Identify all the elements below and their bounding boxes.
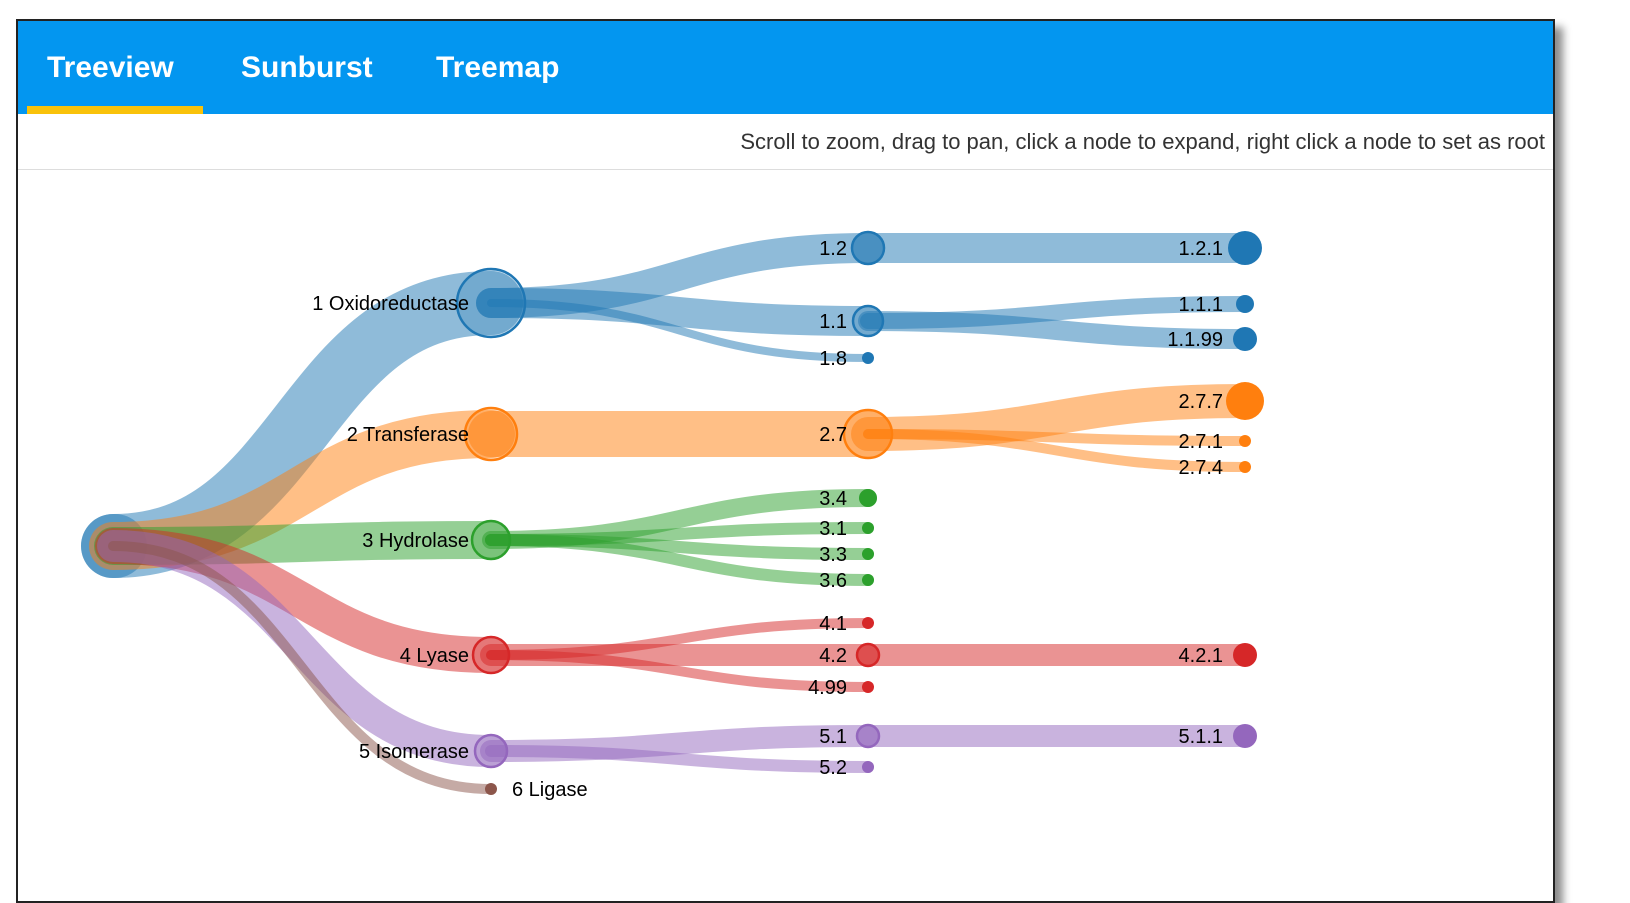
subsubclass-node[interactable] (1226, 382, 1264, 420)
subclass-node[interactable] (855, 723, 881, 749)
tree-diagram[interactable]: 1 Oxidoreductase 2 Transferase 3 Hydrolase… (18, 21, 1553, 901)
subsubclass-node[interactable] (1233, 327, 1257, 351)
category-label: 2 Transferase (347, 424, 469, 446)
tab-treemap[interactable]: Treemap (436, 51, 560, 84)
treeview-panel: Treeview Sunburst Treemap Scroll to zoom… (16, 19, 1555, 903)
subsubclass-label: 1.1.1 (1179, 294, 1223, 316)
subclass-label: 4.2 (819, 645, 847, 667)
subclass-label: 3.3 (819, 544, 847, 566)
subsubclass-node[interactable] (1239, 435, 1251, 447)
subsubclass-node[interactable] (1239, 461, 1251, 473)
subclass-label: 5.1 (819, 726, 847, 748)
category-node[interactable] (463, 406, 519, 462)
subclass-node[interactable] (850, 230, 886, 266)
subclass-label: 3.4 (819, 488, 847, 510)
usage-hint: Scroll to zoom, drag to pan, click a nod… (740, 129, 1545, 154)
active-tab-indicator (27, 106, 203, 114)
subclass-node[interactable] (862, 617, 874, 629)
subclass-label: 2.7 (819, 424, 847, 446)
subsubclass-label: 4.2.1 (1179, 645, 1223, 667)
link-category-to-subclass (485, 534, 874, 586)
tab-bar: Treeview Sunburst Treemap (18, 21, 1553, 114)
subsubclass-node[interactable] (1233, 643, 1257, 667)
category-node[interactable] (485, 783, 497, 795)
divider (18, 169, 1553, 170)
subclass-node[interactable] (859, 489, 877, 507)
category-label: 6 Ligase (512, 779, 588, 801)
link-subclass-to-subsubclass (858, 311, 1255, 349)
link-category-to-subclass (485, 745, 874, 773)
subclass-node[interactable] (862, 574, 874, 586)
subsubclass-label: 1.2.1 (1179, 238, 1223, 260)
subclass-node[interactable] (842, 408, 894, 460)
subclass-label: 1.1 (819, 311, 847, 333)
category-label: 3 Hydrolase (362, 530, 469, 552)
category-label: 5 Isomerase (359, 741, 469, 763)
subclass-label: 4.99 (808, 677, 847, 699)
subclass-node[interactable] (862, 352, 874, 364)
tree-links (81, 232, 1262, 794)
link-category-to-subclass (487, 299, 872, 362)
subclass-node[interactable] (851, 304, 885, 338)
category-node[interactable] (473, 733, 509, 769)
subclass-label: 3.1 (819, 518, 847, 540)
tab-sunburst[interactable]: Sunburst (241, 51, 373, 84)
category-label: 1 Oxidoreductase (312, 293, 469, 315)
subsubclass-node[interactable] (1228, 231, 1262, 265)
subsubclass-label: 2.7.1 (1179, 431, 1223, 453)
subclass-node[interactable] (862, 761, 874, 773)
subclass-label: 1.2 (819, 238, 847, 260)
subclass-node[interactable] (855, 642, 881, 668)
subclass-label: 3.6 (819, 570, 847, 592)
link-category-to-subclass (486, 650, 873, 692)
tab-treeview[interactable]: Treeview (47, 51, 174, 84)
subsubclass-label: 2.7.7 (1179, 391, 1223, 413)
subsubclass-label: 5.1.1 (1179, 726, 1223, 748)
subclass-node[interactable] (862, 548, 874, 560)
subclass-label: 1.8 (819, 348, 847, 370)
link-subclass-to-subsubclass (863, 429, 1250, 472)
subsubclass-node[interactable] (1236, 295, 1254, 313)
subsubclass-node[interactable] (1233, 724, 1257, 748)
subsubclass-label: 1.1.99 (1167, 329, 1223, 351)
tree-labels: 1 Oxidoreductase 2 Transferase 3 Hydrolase… (312, 238, 1223, 801)
subsubclass-label: 2.7.4 (1179, 457, 1223, 479)
link-root-to-category (108, 541, 496, 794)
category-node[interactable] (470, 519, 512, 561)
category-label: 4 Lyase (400, 645, 469, 667)
subclass-node[interactable] (862, 522, 874, 534)
subclass-label: 5.2 (819, 757, 847, 779)
subclass-label: 4.1 (819, 613, 847, 635)
tree-nodes (455, 230, 1264, 795)
subclass-node[interactable] (862, 681, 874, 693)
category-node[interactable] (471, 635, 511, 675)
category-node[interactable] (455, 267, 527, 339)
